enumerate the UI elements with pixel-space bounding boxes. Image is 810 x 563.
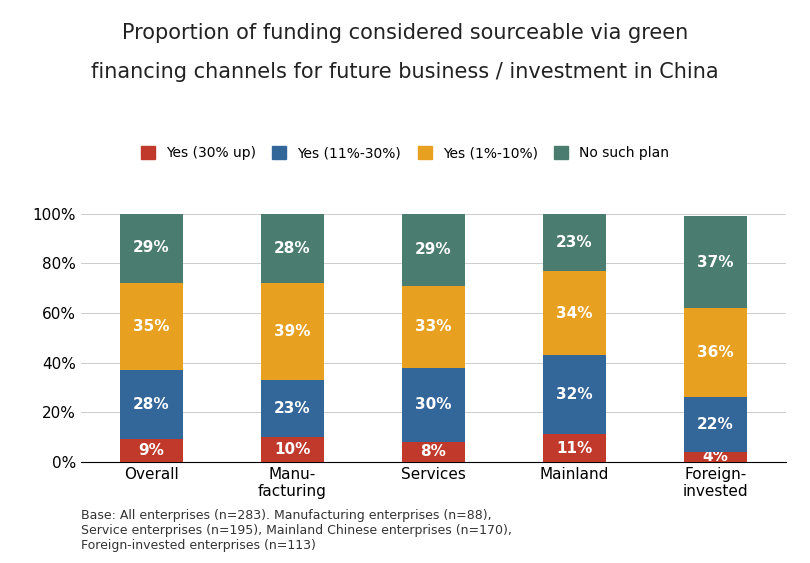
Bar (261, 437, 324, 462)
Bar (120, 283, 183, 370)
Text: 29%: 29% (133, 240, 170, 255)
Text: 4%: 4% (702, 449, 728, 464)
Text: 23%: 23% (274, 401, 311, 416)
Bar (402, 286, 465, 368)
Bar (684, 308, 747, 397)
Bar (402, 214, 465, 286)
Text: 32%: 32% (556, 387, 593, 403)
Text: 22%: 22% (697, 417, 734, 432)
Text: 9%: 9% (139, 443, 164, 458)
Text: 36%: 36% (697, 345, 734, 360)
Bar (402, 442, 465, 462)
Text: 8%: 8% (420, 444, 446, 459)
Text: Proportion of funding considered sourceable via green: Proportion of funding considered sourcea… (122, 23, 688, 43)
Text: 10%: 10% (275, 442, 310, 457)
Text: Base: All enterprises (n=283). Manufacturing enterprises (n=88),
Service enterpr: Base: All enterprises (n=283). Manufactu… (81, 509, 512, 552)
Text: 28%: 28% (133, 397, 170, 412)
Text: 35%: 35% (133, 319, 170, 334)
Text: 23%: 23% (556, 235, 593, 250)
Text: financing channels for future business / investment in China: financing channels for future business /… (92, 62, 718, 82)
Text: 33%: 33% (415, 319, 452, 334)
Bar (261, 283, 324, 380)
Bar (120, 370, 183, 439)
Bar (261, 380, 324, 437)
Text: 39%: 39% (274, 324, 311, 339)
Bar (684, 216, 747, 308)
Bar (684, 452, 747, 462)
Bar (543, 435, 606, 462)
Bar (543, 214, 606, 271)
Bar (543, 271, 606, 355)
Bar (684, 397, 747, 452)
Bar (120, 439, 183, 462)
Bar (261, 214, 324, 283)
Text: 37%: 37% (697, 254, 734, 270)
Legend: Yes (30% up), Yes (11%-30%), Yes (1%-10%), No such plan: Yes (30% up), Yes (11%-30%), Yes (1%-10%… (136, 142, 674, 164)
Text: 28%: 28% (274, 241, 311, 256)
Bar (402, 368, 465, 442)
Text: 29%: 29% (415, 242, 452, 257)
Text: 30%: 30% (415, 397, 452, 412)
Bar (543, 355, 606, 435)
Text: 11%: 11% (556, 440, 592, 455)
Text: 34%: 34% (556, 306, 593, 320)
Bar (120, 212, 183, 283)
